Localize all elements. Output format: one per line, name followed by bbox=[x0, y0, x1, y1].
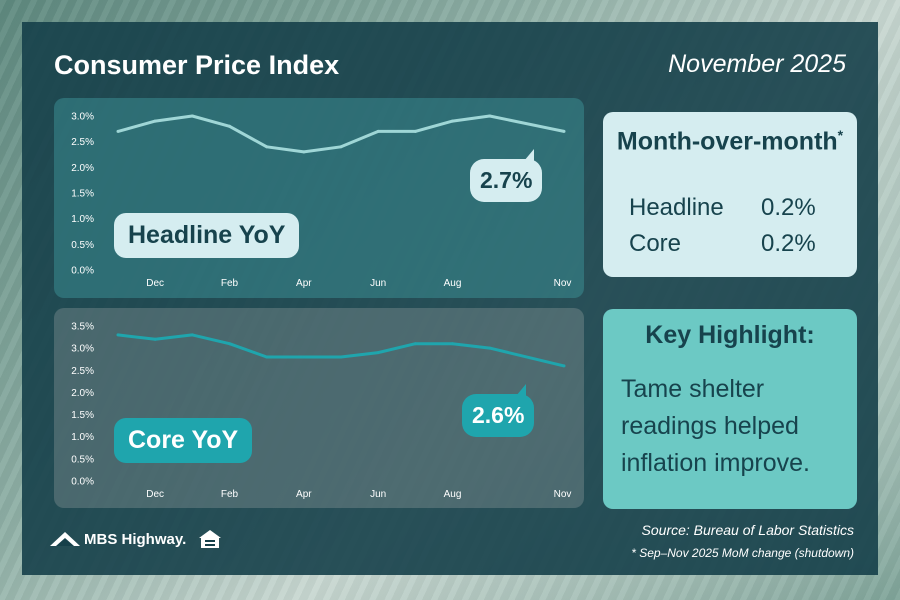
mbs-highway-logo: MBS Highway. bbox=[50, 530, 186, 548]
data-point bbox=[228, 342, 231, 346]
infographic-panel: Consumer Price Index November 2025 0.0% 0… bbox=[22, 22, 878, 575]
y-tick-label: 2.0% bbox=[71, 388, 94, 399]
page-title: Consumer Price Index bbox=[54, 50, 340, 80]
data-point bbox=[488, 346, 492, 350]
y-tick-label: 0.0% bbox=[71, 266, 94, 277]
data-point bbox=[116, 129, 120, 133]
mom-title-text: Month-over-month bbox=[616, 127, 838, 156]
headline-yoy-label: Headline YoY bbox=[114, 213, 300, 258]
data-point bbox=[451, 119, 454, 123]
key-highlight-card: Key Highlight: Tame shelter readings hel… bbox=[603, 309, 857, 509]
data-point bbox=[190, 114, 194, 118]
y-tick-label: 1.5% bbox=[71, 189, 94, 200]
source-note: Source: Bureau of Labor Statistics bbox=[641, 522, 854, 538]
y-tick-label: 0.0% bbox=[71, 477, 94, 488]
x-tick-label: Nov bbox=[554, 278, 572, 289]
x-tick-label: Aug bbox=[444, 489, 462, 500]
y-tick-label: 1.0% bbox=[71, 214, 94, 225]
series-line-headline bbox=[117, 114, 565, 154]
data-point bbox=[302, 150, 306, 154]
data-point bbox=[451, 342, 454, 346]
y-tick-label: 3.5% bbox=[71, 322, 94, 333]
data-point bbox=[339, 355, 343, 359]
mom-row-value: 0.2% bbox=[761, 194, 816, 221]
x-tick-label: Apr bbox=[296, 278, 312, 289]
y-tick-label: 3.0% bbox=[71, 344, 94, 355]
equal-housing-icon bbox=[199, 530, 221, 548]
x-tick-label: Feb bbox=[221, 278, 239, 289]
data-point bbox=[302, 355, 306, 359]
core-value-callout: 2.6% bbox=[462, 384, 535, 437]
data-point bbox=[265, 355, 269, 359]
x-tick-label: Dec bbox=[146, 489, 164, 500]
mom-row-value: 0.2% bbox=[761, 230, 816, 257]
data-point bbox=[153, 337, 157, 341]
data-point bbox=[413, 342, 417, 346]
y-tick-label: 1.5% bbox=[71, 410, 94, 421]
y-tick-label: 3.0% bbox=[71, 112, 94, 123]
y-tick-label: 0.5% bbox=[71, 454, 94, 465]
y-tick-label: 1.0% bbox=[71, 432, 94, 443]
data-point bbox=[488, 114, 492, 118]
y-tick-label: 2.0% bbox=[71, 163, 94, 174]
data-point bbox=[339, 145, 343, 149]
x-tick-label: Feb bbox=[221, 489, 239, 500]
x-tick-label: Aug bbox=[444, 278, 462, 289]
headline-chart: 0.0% 0.5% 1.0% 1.5% 2.0% 2.5% 3.0% Dec Feb Apr Jun… bbox=[71, 112, 572, 290]
data-point bbox=[376, 129, 380, 133]
data-point bbox=[153, 119, 157, 123]
report-date: November 2025 bbox=[668, 50, 846, 78]
footnote: * Sep–Nov 2025 MoM change (shutdown) bbox=[631, 546, 854, 560]
x-tick-label: Jun bbox=[370, 278, 386, 289]
core-yoy-label: Core YoY bbox=[114, 418, 253, 463]
core-chart: 0.0% 0.5% 1.0% 1.5% 2.0% 2.5% 3.0% 3.5% Dec Feb Ap… bbox=[71, 322, 572, 501]
house-logo-icon bbox=[50, 532, 80, 546]
y-tick-label: 0.5% bbox=[71, 240, 94, 251]
data-point bbox=[562, 364, 566, 368]
mom-asterisk: * bbox=[837, 127, 844, 143]
key-highlight-text: Tame shelter readings helped inflation i… bbox=[621, 375, 810, 477]
data-point bbox=[190, 333, 194, 337]
x-tick-label: Jun bbox=[370, 489, 386, 500]
data-point bbox=[376, 351, 380, 355]
x-tick-label: Nov bbox=[554, 489, 572, 500]
mom-row-label: Core bbox=[629, 230, 682, 257]
x-tick-label: Dec bbox=[146, 278, 164, 289]
mom-title: Month-over-month* bbox=[603, 120, 857, 157]
headline-value-callout: 2.7% bbox=[470, 149, 543, 202]
x-tick-label: Apr bbox=[296, 489, 312, 500]
mom-row-label: Headline bbox=[629, 194, 724, 221]
data-point bbox=[265, 145, 269, 149]
mom-row-core: Core 0.2% bbox=[629, 230, 816, 258]
data-point bbox=[562, 129, 566, 133]
month-over-month-card: Month-over-month* Headline 0.2% Core 0.2… bbox=[603, 112, 857, 277]
series-line-core bbox=[117, 333, 565, 368]
y-tick-label: 2.5% bbox=[71, 366, 94, 377]
data-point bbox=[116, 333, 120, 337]
data-point bbox=[228, 124, 231, 128]
y-tick-label: 2.5% bbox=[71, 137, 94, 148]
mom-row-headline: Headline 0.2% bbox=[629, 194, 816, 222]
brand-name: MBS Highway. bbox=[84, 530, 187, 548]
data-point bbox=[413, 129, 417, 133]
key-highlight-title: Key Highlight: bbox=[645, 321, 815, 349]
